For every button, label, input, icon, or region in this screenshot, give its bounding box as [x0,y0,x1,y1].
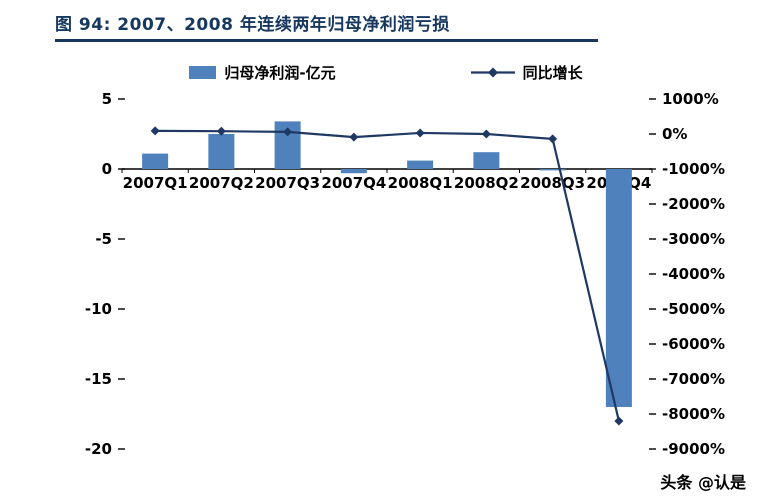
svg-text:2008Q3: 2008Q3 [520,174,585,192]
svg-text:-20: -20 [85,440,112,458]
watermark: 头条 @认是 [660,473,746,492]
title-rule [55,39,598,42]
svg-text:-6000%: -6000% [662,335,725,353]
svg-text:-2000%: -2000% [662,195,725,213]
svg-text:-15: -15 [85,370,112,388]
svg-text:5: 5 [102,90,112,108]
svg-text:2007Q3: 2007Q3 [255,174,320,192]
svg-text:-3000%: -3000% [662,230,725,248]
svg-text:-10: -10 [85,300,112,318]
svg-text:2007Q2: 2007Q2 [189,174,254,192]
svg-text:-8000%: -8000% [662,405,725,423]
figure-title: 图 94: 2007、2008 年连续两年归母净利润亏损 [55,15,450,35]
legend-item-net-profit: 归母净利润-亿元 [189,62,336,83]
legend-label-yoy-growth: 同比增长 [522,64,583,82]
svg-text:-5000%: -5000% [662,300,725,318]
svg-text:-7000%: -7000% [662,370,725,388]
svg-text:0%: 0% [662,125,687,143]
chart-legend: 归母净利润-亿元 同比增长 [0,62,758,83]
svg-text:2008Q1: 2008Q1 [388,174,453,192]
bar-swatch-icon [189,66,217,79]
svg-text:2008Q2: 2008Q2 [454,174,519,192]
line-swatch-icon [470,66,515,79]
legend-label-net-profit: 归母净利润-亿元 [224,64,336,82]
svg-text:-1000%: -1000% [662,160,725,178]
legend-item-yoy-growth: 同比增长 [470,62,583,83]
svg-text:2007Q4: 2007Q4 [321,174,386,192]
svg-text:0: 0 [102,160,112,178]
svg-text:1000%: 1000% [662,90,719,108]
svg-text:-4000%: -4000% [662,265,725,283]
svg-text:2007Q1: 2007Q1 [123,174,188,192]
svg-text:-9000%: -9000% [662,440,725,458]
svg-text:-5: -5 [95,230,112,248]
